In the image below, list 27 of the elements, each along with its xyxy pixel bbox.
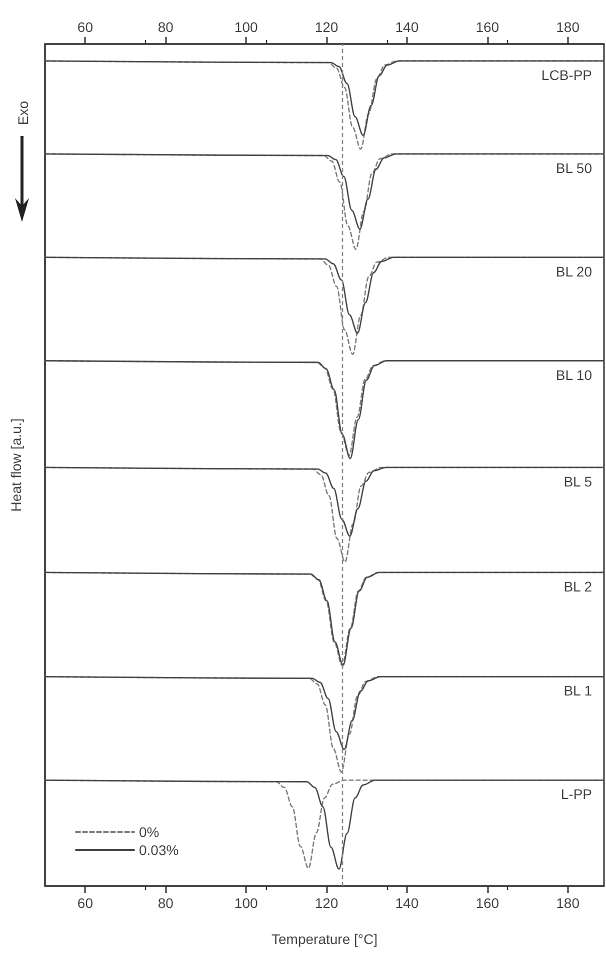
- x2-tick-label: 60: [77, 19, 94, 35]
- annotation: BL 20: [556, 263, 592, 280]
- x-tick-label: 100: [234, 895, 258, 911]
- x2-tick-label: 180: [556, 19, 580, 35]
- x2-tick-label: 80: [158, 19, 174, 35]
- text: Exo: [15, 100, 31, 126]
- x-tick-label: 140: [395, 895, 419, 911]
- annotation: L-PP: [560, 786, 592, 802]
- x-tick-label: 180: [556, 895, 580, 911]
- x-tick-label: 80: [158, 895, 174, 911]
- y-axis-title: Heat flow [a.u.]: [8, 418, 24, 512]
- x-axis-title: Temperature [°C]: [272, 931, 378, 947]
- x2-tick-label: 120: [314, 19, 338, 35]
- x2-tick-label: 140: [395, 19, 419, 35]
- annotation: BL 50: [556, 160, 592, 176]
- x-tick-label: 60: [77, 895, 94, 911]
- annotation: BL 1: [564, 682, 592, 699]
- x-tick-label: 120: [314, 895, 338, 911]
- annotation: LCB-PP: [541, 66, 592, 83]
- annotation: BL 10: [556, 366, 592, 383]
- legend-label: 0%: [139, 824, 160, 840]
- x2-tick-label: 100: [234, 19, 258, 35]
- x-tick-label: 160: [476, 895, 500, 911]
- x2-tick-label: 160: [476, 19, 500, 35]
- annotation: BL 2: [564, 578, 592, 594]
- annotation: BL 5: [564, 473, 592, 490]
- legend-label: 0.03%: [139, 842, 179, 858]
